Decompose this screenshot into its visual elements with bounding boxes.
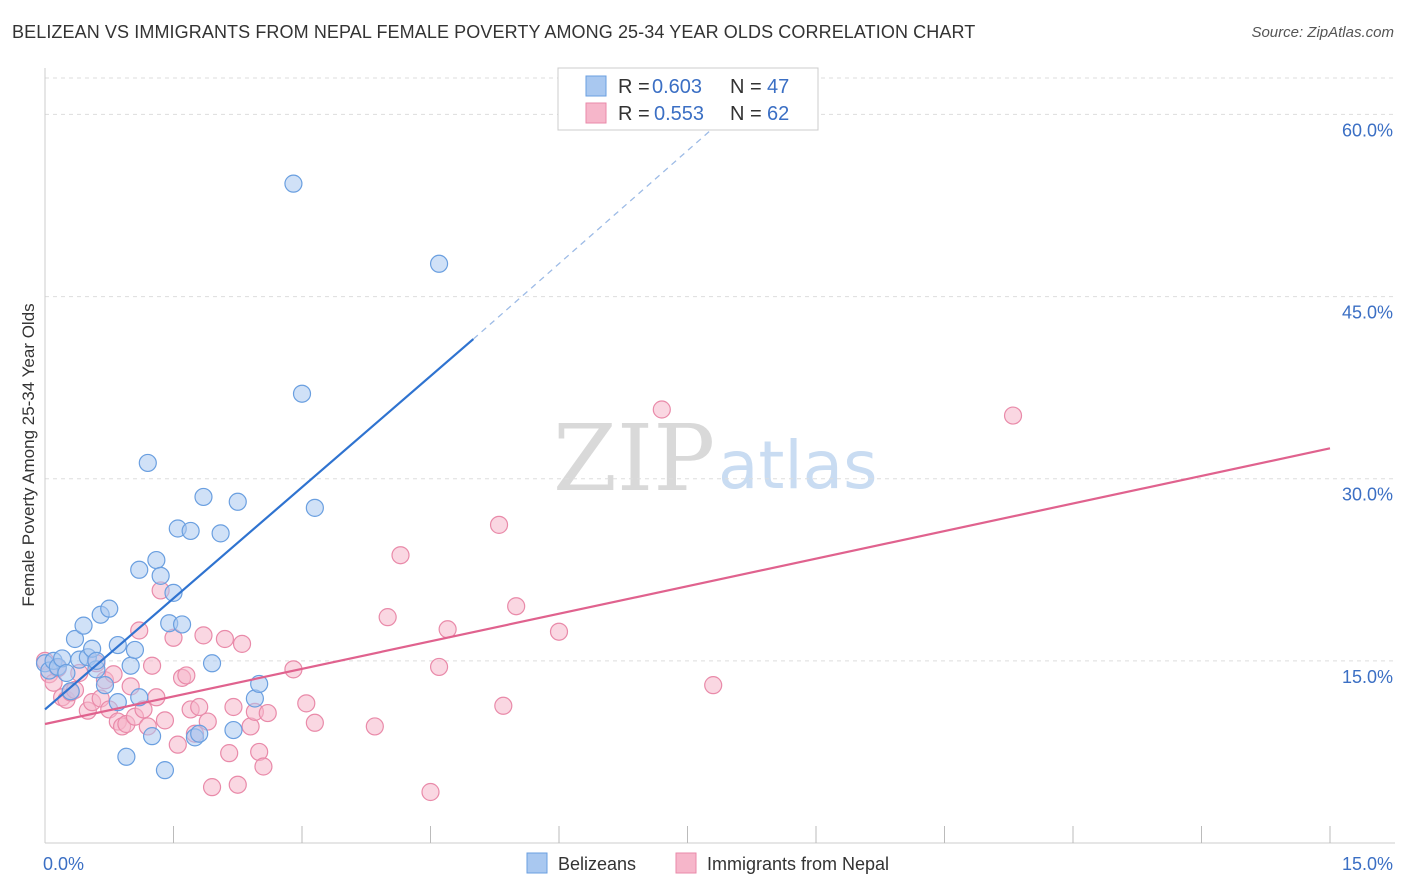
belizean-point xyxy=(130,560,149,579)
nepal-point xyxy=(305,713,324,732)
bottom-legend-nepal: Immigrants from Nepal xyxy=(707,854,889,874)
nepal-point xyxy=(378,608,397,627)
belizean-point xyxy=(194,487,213,507)
legend-n-value-2: 62 xyxy=(767,103,789,125)
nepal-point xyxy=(1003,406,1023,425)
bottom-legend-swatch-belizeans xyxy=(526,852,548,874)
nepal-point xyxy=(652,400,671,419)
belizean-point xyxy=(202,654,222,673)
nepal-point xyxy=(391,546,410,565)
belizean-point xyxy=(164,583,183,602)
nepal-point xyxy=(489,515,509,534)
legend-box: R = 0.603 N = 47 R = 0.553 N = 62 xyxy=(557,67,819,131)
belizean-point xyxy=(190,724,209,743)
bottom-legend-swatch-nepal xyxy=(675,852,697,874)
belizean-point xyxy=(138,453,157,473)
belizean-point xyxy=(74,616,93,635)
nepal-point xyxy=(549,622,569,641)
watermark-zip: ZIP xyxy=(553,405,715,512)
x-tick-label-min: 0.0% xyxy=(43,854,84,874)
nepal-point xyxy=(130,621,149,640)
x-tick-labels: 0.0% 15.0% xyxy=(43,854,1393,874)
source-label: Source: ZipAtlas.com xyxy=(1251,24,1394,41)
belizean-point xyxy=(87,651,106,670)
y-tick-label-45: 45.0% xyxy=(1342,303,1393,323)
legend-swatch-nepal xyxy=(585,102,607,124)
belizean-point xyxy=(130,688,149,707)
bottom-legend: Belizeans Immigrants from Nepal xyxy=(526,852,889,874)
belizean-point xyxy=(151,566,170,585)
nepal-point xyxy=(177,666,196,685)
nepal-point xyxy=(228,775,247,794)
trend-lines xyxy=(44,120,1331,726)
belizean-point xyxy=(147,550,166,570)
belizean-point xyxy=(155,761,175,780)
y-axis-label: Female Poverty Among 25-34 Year Olds xyxy=(19,303,38,606)
nepal-point xyxy=(507,597,526,616)
nepal-point xyxy=(421,782,440,802)
nepal-point xyxy=(220,744,239,763)
legend-r-value-1: 0.603 xyxy=(652,76,702,98)
belizean-point xyxy=(181,521,200,541)
y-tick-labels: 15.0% 30.0% 45.0% 60.0% xyxy=(1342,120,1393,686)
gridlines xyxy=(45,77,1395,662)
belizean-point xyxy=(100,599,119,618)
nepal-point xyxy=(429,657,449,677)
belizean-point xyxy=(224,720,243,740)
bottom-legend-belizeans: Belizeans xyxy=(558,854,636,874)
nepal-trend-line xyxy=(44,447,1331,726)
nepal-point xyxy=(168,735,187,754)
belizean-point xyxy=(65,629,85,649)
nepal-point xyxy=(494,696,513,715)
legend-n-label-1: N = xyxy=(730,76,762,98)
belizean-point xyxy=(61,682,80,701)
axes xyxy=(44,68,1395,844)
nepal-point xyxy=(258,703,277,723)
belizean-point xyxy=(284,174,303,193)
nepal-point xyxy=(254,757,273,776)
watermark-atlas: atlas xyxy=(718,427,878,504)
legend-r-label-2: R = xyxy=(618,103,650,125)
y-tick-label-30: 30.0% xyxy=(1342,485,1393,505)
nepal-point xyxy=(365,717,384,736)
belizean-point xyxy=(429,254,449,273)
belizean-point xyxy=(121,656,140,675)
chart-title: BELIZEAN VS IMMIGRANTS FROM NEPAL FEMALE… xyxy=(12,22,976,42)
belizean-point xyxy=(125,640,145,660)
y-tick-label-60: 60.0% xyxy=(1342,120,1393,140)
x-tick-label-max: 15.0% xyxy=(1342,854,1393,874)
y-tick-label-15: 15.0% xyxy=(1342,667,1393,687)
legend-n-label-2: N = xyxy=(730,103,762,125)
belizean-trend-extension xyxy=(472,120,723,340)
belizean-points xyxy=(35,174,449,780)
belizean-point xyxy=(305,498,324,517)
legend-n-value-1: 47 xyxy=(767,76,789,98)
belizean-point xyxy=(117,747,136,766)
belizean-point xyxy=(142,727,162,746)
nepal-point xyxy=(232,634,252,653)
nepal-point xyxy=(194,626,213,645)
belizean-point xyxy=(228,492,247,511)
nepal-point xyxy=(215,629,234,649)
nepal-point xyxy=(147,688,166,707)
nepal-point xyxy=(155,711,175,730)
nepal-point xyxy=(297,694,316,713)
nepal-point xyxy=(142,656,162,675)
belizean-point xyxy=(172,615,192,634)
nepal-point xyxy=(704,676,723,695)
belizean-point xyxy=(211,524,230,543)
belizean-point xyxy=(292,384,312,403)
legend-r-label-1: R = xyxy=(618,76,650,98)
belizean-trend-line xyxy=(44,338,475,711)
nepal-point xyxy=(190,697,209,717)
belizean-point xyxy=(95,676,115,695)
legend-r-value-2: 0.553 xyxy=(654,103,704,125)
nepal-point xyxy=(224,697,243,717)
nepal-point xyxy=(202,778,222,797)
belizean-point xyxy=(57,663,76,683)
legend-swatch-belizeans xyxy=(585,75,607,97)
